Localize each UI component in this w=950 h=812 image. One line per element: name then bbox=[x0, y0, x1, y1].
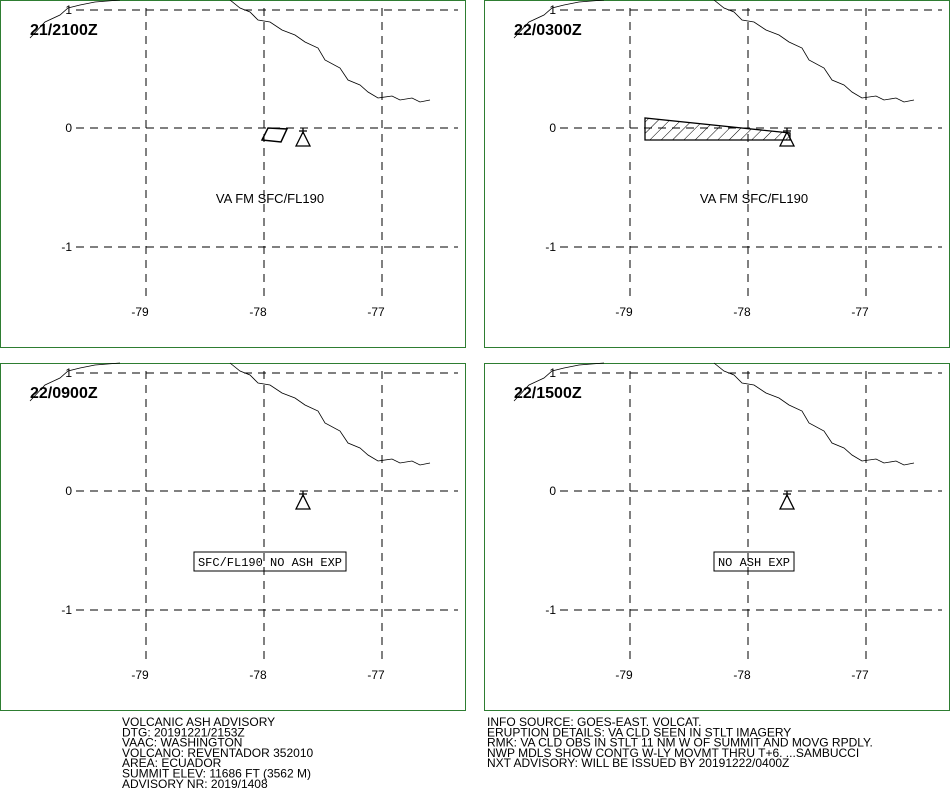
panel-frame bbox=[484, 363, 950, 711]
coastline bbox=[29, 0, 431, 103]
lat-label: 0 bbox=[65, 484, 72, 498]
forecast-box bbox=[713, 551, 795, 572]
map-panel: -79 -78 -77 1 0 -1 22/0300Z VA FM SFC/FL190 bbox=[484, 0, 950, 348]
advisory-line: NWP MDLS SHOW CONTG W-LY MOVMT THRU T+6.… bbox=[487, 746, 859, 760]
lon-label: -78 bbox=[733, 305, 751, 319]
ash-area bbox=[260, 127, 289, 143]
coastline bbox=[513, 0, 915, 103]
lat-label: -1 bbox=[61, 240, 72, 254]
advisory-line: VAAC: WASHINGTON bbox=[122, 736, 242, 750]
volcano-symbol bbox=[778, 491, 796, 510]
advisory-line: INFO SOURCE: GOES-EAST. VOLCAT. bbox=[487, 715, 701, 729]
valid-time: 22/0900Z bbox=[30, 385, 98, 402]
lon-label: -78 bbox=[249, 305, 267, 319]
advisory-line: DTG: 20191221/2153Z bbox=[122, 725, 245, 739]
lat-label: -1 bbox=[545, 603, 556, 617]
lon-label: -77 bbox=[851, 305, 869, 319]
lat-label: -1 bbox=[545, 240, 556, 254]
advisory-line: SUMMIT ELEV: 11686 FT (3562 M) bbox=[122, 767, 311, 781]
lat-label: 0 bbox=[65, 121, 72, 135]
valid-time: 22/1500Z bbox=[514, 385, 582, 402]
advisory-line: ADVISORY NR: 2019/1408 bbox=[122, 777, 268, 791]
lon-label: -79 bbox=[615, 668, 633, 682]
advisory-line: AREA: ECUADOR bbox=[122, 756, 222, 770]
advisory-line: NXT ADVISORY: WILL BE ISSUED BY 20191222… bbox=[487, 756, 789, 770]
forecast-label: VA FM SFC/FL190 bbox=[700, 191, 808, 206]
map-panel: -79 -78 -77 1 0 -1 21/2100Z VA FM SFC/FL190 bbox=[0, 0, 466, 348]
lat-label: 0 bbox=[549, 484, 556, 498]
volcano-symbol bbox=[294, 128, 312, 147]
forecast-label: NO ASH EXP bbox=[718, 556, 790, 570]
lat-label: -1 bbox=[61, 603, 72, 617]
panel-frame bbox=[0, 0, 466, 348]
forecast-label: VA FM SFC/FL190 bbox=[216, 191, 324, 206]
lat-label: 0 bbox=[549, 121, 556, 135]
lon-label: -78 bbox=[733, 668, 751, 682]
map-panel: -79 -78 -77 1 0 -1 22/1500Z NO ASH EXP bbox=[484, 362, 950, 711]
lon-label: -79 bbox=[131, 305, 149, 319]
lon-label: -79 bbox=[615, 305, 633, 319]
valid-time: 21/2100Z bbox=[30, 22, 98, 39]
lon-label: -77 bbox=[851, 668, 869, 682]
ash-area bbox=[644, 117, 791, 141]
coastline bbox=[513, 362, 915, 466]
forecast-box bbox=[193, 551, 347, 572]
advisory-line: RMK: VA CLD OBS IN STLT 11 NM W OF SUMMI… bbox=[487, 736, 873, 750]
lon-label: -77 bbox=[367, 668, 385, 682]
coastline bbox=[29, 362, 431, 466]
lat-label: 1 bbox=[65, 366, 72, 380]
lon-label: -77 bbox=[367, 305, 385, 319]
advisory-line: VOLCANIC ASH ADVISORY bbox=[122, 715, 275, 729]
volcano-symbol bbox=[294, 491, 312, 510]
panel-frame bbox=[0, 363, 466, 711]
lat-label: 1 bbox=[65, 3, 72, 17]
lat-label: 1 bbox=[549, 3, 556, 17]
advisory-line: VOLCANO: REVENTADOR 352010 bbox=[122, 746, 314, 760]
advisory-line: ERUPTION DETAILS: VA CLD SEEN IN STLT IM… bbox=[487, 725, 791, 739]
lon-label: -78 bbox=[249, 668, 267, 682]
lon-label: -79 bbox=[131, 668, 149, 682]
panel-frame bbox=[484, 0, 950, 348]
lat-label: 1 bbox=[549, 366, 556, 380]
forecast-label: SFC/FL190 NO ASH EXP bbox=[198, 556, 342, 570]
map-panel: -79 -78 -77 1 0 -1 22/0900Z SFC/FL190 NO ASH EX… bbox=[0, 362, 466, 711]
valid-time: 22/0300Z bbox=[514, 22, 582, 39]
